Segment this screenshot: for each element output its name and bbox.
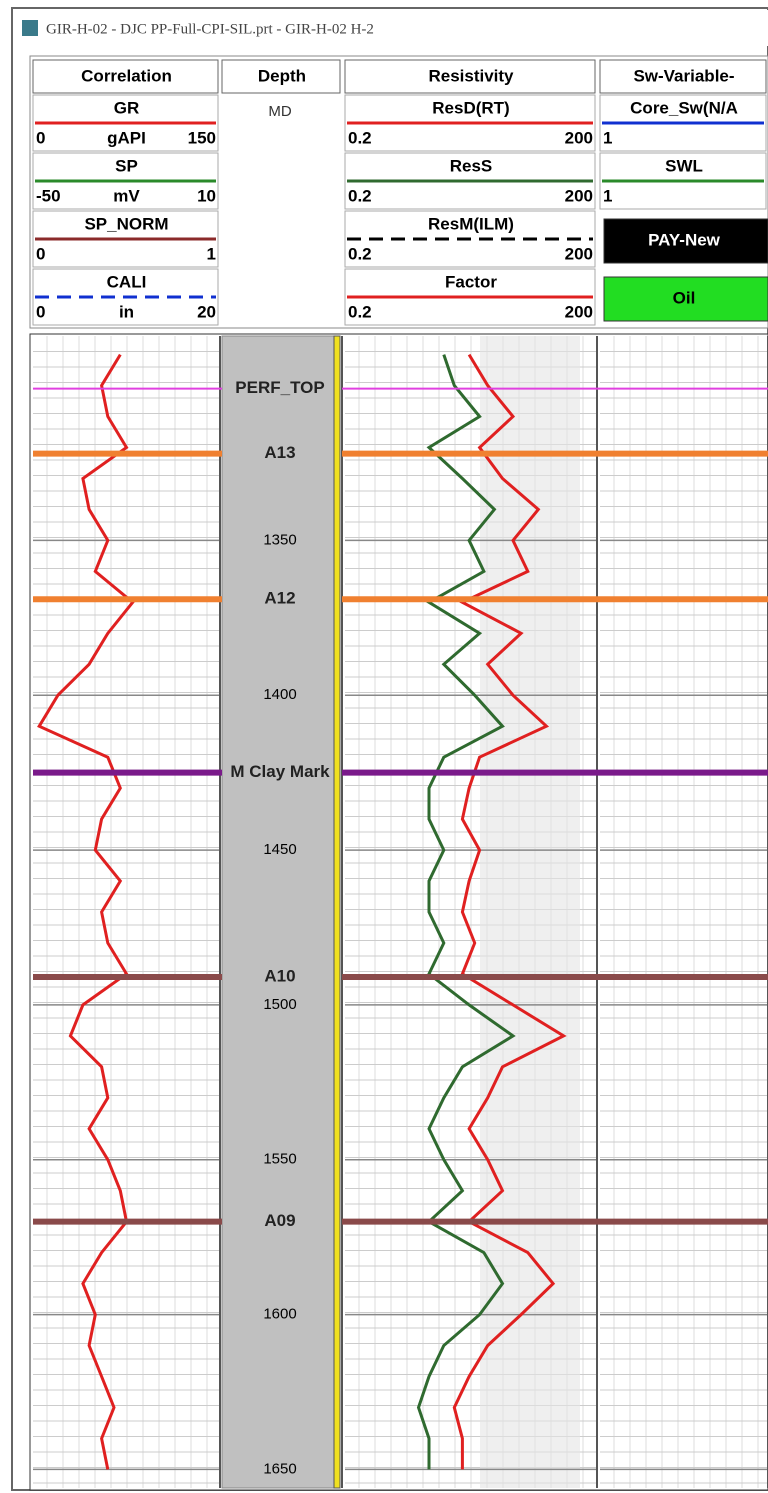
- log-curve: [37, 353, 135, 1470]
- scale-right: 20: [197, 302, 216, 321]
- scale-left: 0.2: [348, 128, 372, 147]
- scale-right: 1: [207, 244, 216, 263]
- scale-left: 0.2: [348, 244, 372, 263]
- track-title: Depth: [258, 66, 306, 85]
- depth-column: [221, 335, 337, 1489]
- depth-label: 1350: [263, 531, 296, 548]
- scale-left: 1: [603, 128, 612, 147]
- track-title-box: [32, 59, 219, 94]
- scale-right: 200: [565, 302, 593, 321]
- depth-label: 1500: [263, 996, 296, 1013]
- scale-right: 150: [188, 128, 216, 147]
- scale-left: 0: [36, 128, 45, 147]
- curve-box: [603, 218, 768, 264]
- scale-unit: mV: [113, 186, 140, 205]
- scale-unit: gAPI: [107, 128, 146, 147]
- track-title: Sw-Variable-: [633, 66, 734, 85]
- log-curve: [416, 354, 516, 1470]
- scale-left: 0: [36, 244, 45, 263]
- depth-marker: [333, 335, 341, 1489]
- track-title: Correlation: [81, 66, 172, 85]
- top-label: A12: [264, 589, 295, 608]
- scale-left: 1: [603, 186, 612, 205]
- title-bar: [14, 10, 768, 46]
- curve-name: SP_NORM: [84, 214, 168, 233]
- track-title: Resistivity: [428, 66, 514, 85]
- log-curve: [452, 353, 567, 1470]
- curve-name: CALI: [107, 272, 147, 291]
- scale-unit: in: [119, 302, 134, 321]
- log-area: [29, 333, 768, 1491]
- depth-label: 1650: [263, 1460, 296, 1477]
- curve-name: ResS: [450, 156, 493, 175]
- scale-left: 0.2: [348, 186, 372, 205]
- curve-name: SWL: [665, 156, 703, 175]
- top-label: A09: [264, 1211, 295, 1230]
- curve-name: SP: [115, 156, 138, 175]
- app-icon: [22, 20, 38, 36]
- top-label: M Clay Mark: [230, 762, 330, 781]
- curve-name: PAY-New: [648, 230, 721, 249]
- scale-left: 0.2: [348, 302, 372, 321]
- top-label: PERF_TOP: [235, 378, 324, 397]
- depth-unit: MD: [268, 103, 291, 120]
- curve-box: [603, 276, 768, 322]
- scale-right: 10: [197, 186, 216, 205]
- scale-left: -50: [36, 186, 61, 205]
- curve-name: Core_Sw(N/A: [630, 98, 738, 117]
- top-label: A13: [264, 443, 295, 462]
- curve-name: Oil: [673, 288, 696, 307]
- scale-right: 200: [565, 186, 593, 205]
- depth-label: 1450: [263, 841, 296, 858]
- window-title: GIR-H-02 - DJC PP-Full-CPI-SIL.prt - GIR…: [46, 21, 374, 37]
- depth-label: 1600: [263, 1306, 296, 1323]
- top-label: A10: [264, 967, 295, 986]
- track-title-box: [344, 59, 596, 94]
- track-shade: [480, 336, 580, 1488]
- curve-name: Factor: [445, 272, 497, 291]
- depth-label: 1550: [263, 1151, 296, 1168]
- scale-right: 200: [565, 128, 593, 147]
- track-title-box: [599, 59, 767, 94]
- curve-name: GR: [114, 98, 140, 117]
- track-title-box: [221, 59, 341, 94]
- depth-label: 1400: [263, 686, 296, 703]
- curve-name: ResD(RT): [432, 98, 509, 117]
- scale-right: 200: [565, 244, 593, 263]
- curve-name: ResM(ILM): [428, 214, 514, 233]
- scale-left: 0: [36, 302, 45, 321]
